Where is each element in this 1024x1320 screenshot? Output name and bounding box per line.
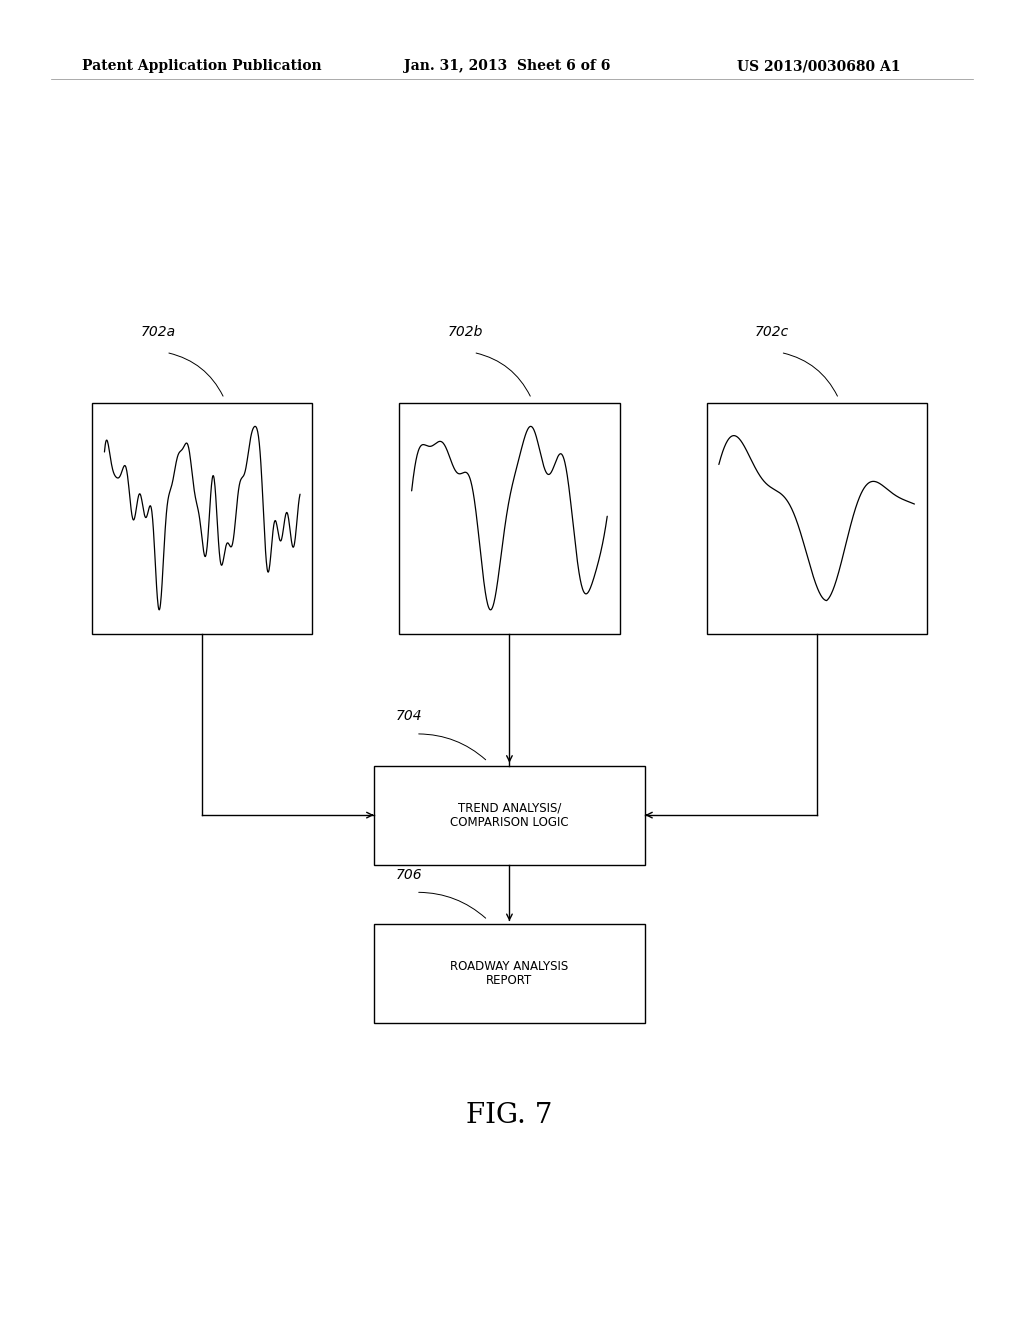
Text: 704: 704: [395, 709, 422, 723]
Bar: [399, 403, 620, 634]
Text: 702b: 702b: [447, 325, 483, 339]
Bar: [374, 766, 645, 865]
Text: 702c: 702c: [755, 325, 790, 339]
Text: Jan. 31, 2013  Sheet 6 of 6: Jan. 31, 2013 Sheet 6 of 6: [404, 59, 611, 74]
Text: TREND ANALYSIS/
COMPARISON LOGIC: TREND ANALYSIS/ COMPARISON LOGIC: [451, 801, 568, 829]
Bar: [374, 924, 645, 1023]
Text: Patent Application Publication: Patent Application Publication: [82, 59, 322, 74]
Text: 706: 706: [395, 867, 422, 882]
Text: US 2013/0030680 A1: US 2013/0030680 A1: [737, 59, 901, 74]
Bar: [92, 403, 312, 634]
Text: FIG. 7: FIG. 7: [466, 1102, 552, 1129]
Text: ROADWAY ANALYSIS
REPORT: ROADWAY ANALYSIS REPORT: [451, 960, 568, 987]
Bar: [707, 403, 927, 634]
Text: 702a: 702a: [140, 325, 176, 339]
